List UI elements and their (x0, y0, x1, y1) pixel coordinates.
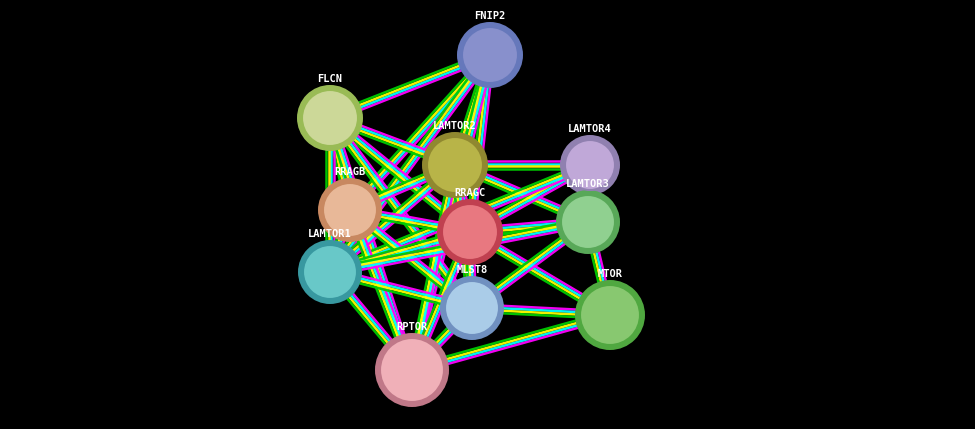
Circle shape (427, 137, 483, 193)
Circle shape (442, 204, 498, 260)
Text: FNIP2: FNIP2 (475, 11, 506, 21)
Text: MTOR: MTOR (598, 269, 622, 279)
Text: LAMTOR3: LAMTOR3 (566, 179, 610, 189)
Circle shape (462, 27, 518, 83)
Circle shape (556, 190, 620, 254)
Text: LAMTOR1: LAMTOR1 (308, 229, 352, 239)
Text: LAMTOR2: LAMTOR2 (433, 121, 477, 131)
Circle shape (560, 135, 620, 195)
Circle shape (565, 140, 615, 190)
Text: FLCN: FLCN (318, 74, 342, 84)
Circle shape (575, 280, 645, 350)
Circle shape (303, 245, 357, 299)
Text: RRAGC: RRAGC (454, 188, 486, 198)
Circle shape (298, 240, 362, 304)
Text: RRAGB: RRAGB (334, 167, 366, 177)
Circle shape (561, 195, 615, 249)
Circle shape (297, 85, 363, 151)
Circle shape (445, 281, 499, 335)
Circle shape (380, 338, 444, 402)
Circle shape (440, 276, 504, 340)
Circle shape (457, 22, 523, 88)
Circle shape (323, 183, 377, 237)
Text: LAMTOR4: LAMTOR4 (568, 124, 612, 134)
Text: MLST8: MLST8 (456, 265, 488, 275)
Circle shape (302, 90, 358, 146)
Circle shape (375, 333, 449, 407)
Circle shape (318, 178, 382, 242)
Circle shape (580, 285, 640, 345)
Circle shape (422, 132, 488, 198)
Circle shape (437, 199, 503, 265)
Text: RPTOR: RPTOR (397, 322, 428, 332)
